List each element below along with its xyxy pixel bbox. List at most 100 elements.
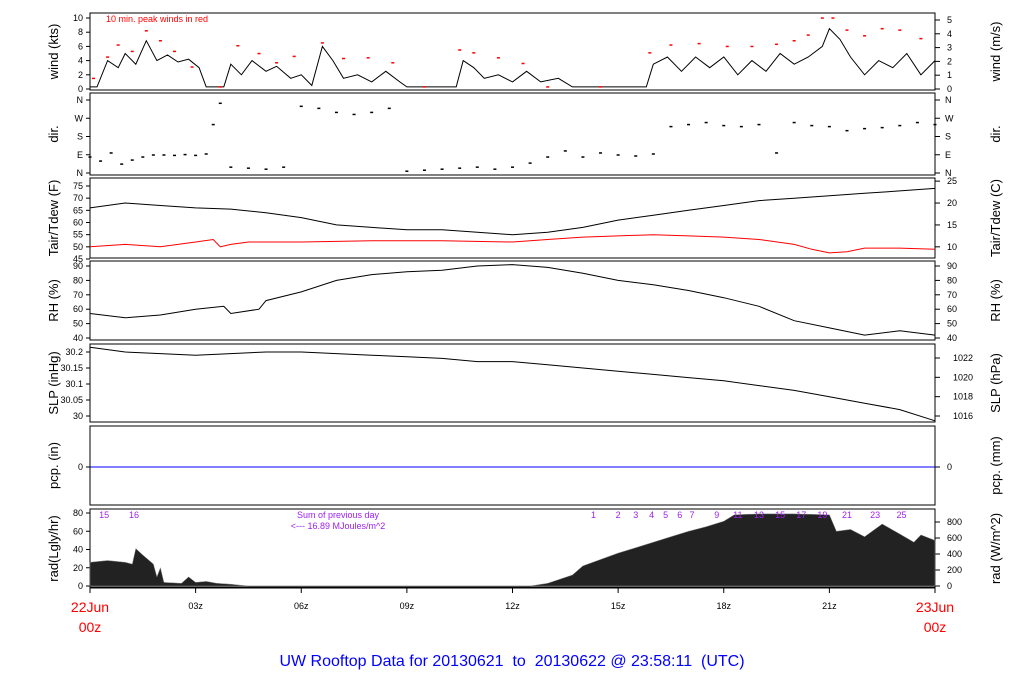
rad-ylabel: rad(Lgly/hr) [46,515,61,581]
peak-wind-mark [820,17,824,19]
dir-point [704,121,708,124]
dir-point [493,168,497,170]
peak-wind-mark [880,27,884,30]
wind-ylabel-right: wind (m/s) [988,22,1003,83]
slp-ytick-label: 30.1 [65,379,83,389]
dir-point [475,166,479,168]
x-tick-label: 15z [611,601,626,611]
temp-ylabel-right: Tair/Tdew (C) [988,179,1003,257]
dir-point [669,125,673,128]
hour-mark-label: 1 [591,510,596,520]
dir-right-tick-label: W [945,113,954,123]
wind-ytick-label: 10 [73,13,83,23]
chart-title: UW Rooftop Data for 20130621 to 20130622… [279,653,744,670]
dir-point [282,166,286,168]
rh-right-tick-label: 40 [947,333,957,343]
dir-point [352,113,356,116]
peak-wind-mark [919,37,923,40]
dir-point [218,102,222,105]
rad-right-tick-label: 400 [947,549,962,559]
x-date-hour-label: 00z [924,619,947,635]
temp-ytick-label: 75 [73,181,83,191]
dir-point [130,159,134,161]
temp-right-tick-label: 10 [947,242,957,252]
dir-point [722,124,726,127]
peak-wind-mark [831,17,835,19]
dir-point [211,123,215,126]
dir-point [246,167,250,169]
dir-point [440,168,444,170]
dir-right-tick-label: S [945,132,951,142]
dir-point [845,129,849,132]
wind-right-tick-label: 1 [947,70,952,80]
dir-ytick-label: E [77,150,83,160]
peak-wind-mark [218,86,222,88]
pcp-ytick-label: 0 [78,462,83,472]
peak-wind-mark [521,62,525,65]
peak-wind-mark [775,43,779,46]
peak-wind-mark [845,29,849,31]
dir-point [915,121,919,124]
peak-wind-mark [898,29,902,31]
dir-point [334,111,338,114]
temp-panel-frame [89,177,936,259]
rh-ytick-label: 40 [73,333,83,343]
hour-mark-label: 17 [796,510,806,520]
dir-point [229,166,233,168]
wind-line [90,27,936,88]
peak-wind-mark [173,50,176,53]
dir-ytick-label: W [75,113,84,123]
pcp-right-tick-label: 0 [947,462,952,472]
rad-annotation: Sum of previous day [297,510,380,520]
slp-ylabel-right: SLP (hPa) [988,353,1003,413]
hour-mark-label: 11 [733,510,742,520]
peak-wind-mark [257,52,261,55]
dir-point [151,154,155,156]
slp-line [89,346,936,422]
wind-ytick-label: 0 [78,84,83,94]
dir-point [204,153,208,155]
temp-ytick-label: 60 [73,218,83,228]
hour-mark-label: 13 [754,510,764,520]
rh-right-tick-label: 50 [947,319,957,329]
rh-panel-frame [89,260,936,341]
slp-ylabel: SLP (inHg) [46,351,61,414]
temp-ytick-label: 70 [73,193,83,203]
dir-ytick-label: S [77,132,83,142]
peak-wind-mark [648,52,652,54]
rad-annotation-sum: <--- 16.89 MJoules/m^2 [291,521,386,531]
dir-point [933,123,937,126]
x-date-hour-label: 00z [79,619,102,635]
dir-right-tick-label: E [945,150,951,160]
slp-panel-frame [89,343,936,423]
peak-wind-mark [750,45,754,48]
peak-wind-mark [106,56,110,58]
dir-point [88,156,92,158]
hour-mark-label: 21 [842,510,852,520]
wind-ytick-label: 2 [78,70,83,80]
rh-ytick-label: 50 [73,319,83,329]
dir-point [299,105,303,108]
dir-point [109,152,113,154]
slp-right-tick-label: 1018 [953,392,973,402]
wind-right-tick-label: 0 [947,84,952,94]
temp-ytick-label: 50 [73,242,83,252]
wind-panel-frame [89,12,936,91]
temp-ytick-label: 55 [73,230,83,240]
hour-mark-label: 9 [714,510,719,520]
hour-mark-label: 3 [633,510,638,520]
peak-wind-mark [275,62,279,64]
peak-wind-mark [92,77,96,80]
dir-point [792,121,796,124]
dir-point [173,154,176,157]
hour-mark-label: 25 [897,510,907,520]
dir-point [183,153,187,156]
peak-wind-mark [472,52,476,54]
peak-wind-mark [422,86,426,88]
dir-point [162,154,166,156]
rh-right-tick-label: 70 [947,290,957,300]
rh-ytick-label: 80 [73,275,83,285]
wind-ylabel: wind (kts) [46,24,61,81]
temp-ylabel: Tair/Tdew (F) [46,180,61,257]
rad-ytick-label: 0 [78,581,83,591]
